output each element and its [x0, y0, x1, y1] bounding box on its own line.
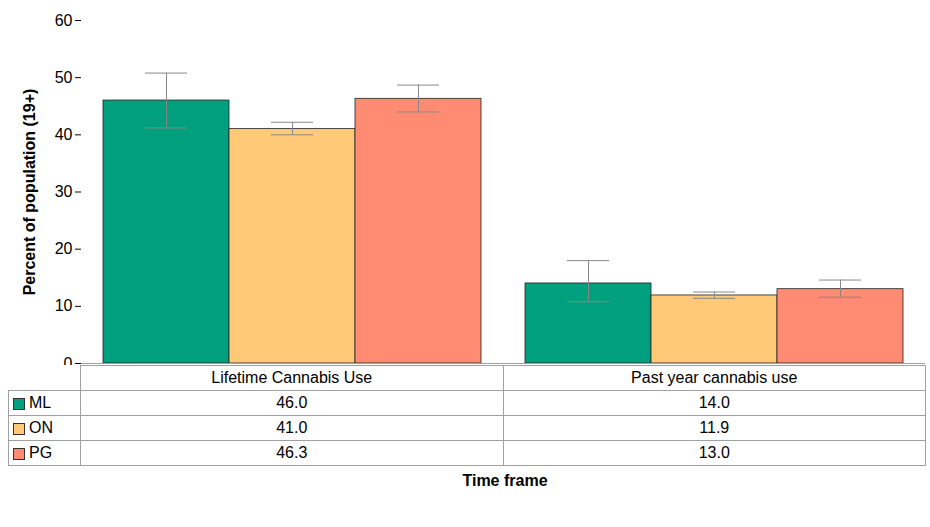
html-text:ML: ML: [29, 394, 52, 411]
html-text:46.3: 46.3: [276, 444, 308, 461]
svg-text:30: 30: [55, 183, 73, 200]
html-text:41.0: 41.0: [276, 419, 308, 436]
html-text:Lifetime Cannabis Use: Lifetime Cannabis Use: [211, 369, 373, 386]
html-text:13.0: 13.0: [698, 444, 730, 461]
html-text:ON: ON: [29, 419, 53, 436]
svg-text:Percent of population (19+): Percent of population (19+): [21, 89, 38, 296]
svg-text:40: 40: [55, 126, 73, 143]
svg-text:0: 0: [64, 355, 73, 365]
html-text:14.0: 14.0: [698, 394, 730, 411]
svg-text:10: 10: [55, 297, 73, 314]
html-text:Time frame: Time frame: [462, 472, 548, 489]
svg-text:60: 60: [55, 12, 73, 29]
svg-text:20: 20: [55, 240, 73, 257]
html-text:PG: PG: [29, 444, 53, 461]
svg-text:50: 50: [55, 69, 73, 86]
html-text:Past year cannabis use: Past year cannabis use: [631, 369, 798, 386]
html-text:46.0: 46.0: [276, 394, 308, 411]
html-text:11.9: 11.9: [699, 419, 730, 436]
